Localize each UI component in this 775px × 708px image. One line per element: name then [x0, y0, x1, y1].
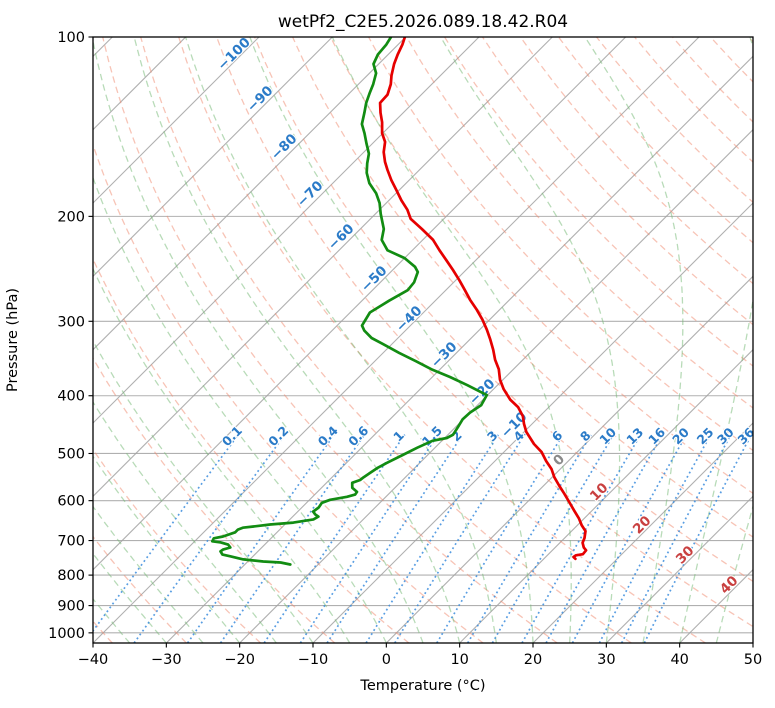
svg-text:700: 700 — [57, 534, 85, 550]
svg-text:10: 10 — [450, 652, 468, 668]
svg-text:600: 600 — [57, 494, 85, 510]
svg-text:300: 300 — [57, 314, 85, 330]
svg-text:−10: −10 — [298, 652, 329, 668]
svg-text:36: 36 — [734, 424, 757, 447]
svg-text:1: 1 — [390, 428, 407, 445]
svg-text:25: 25 — [694, 424, 717, 447]
svg-text:0.4: 0.4 — [315, 423, 341, 449]
y-axis-ticks: 100 200 300 400 500 600 700 800 900 1000 — [48, 30, 93, 642]
svg-text:20: 20 — [630, 513, 655, 538]
dewpoint-curve — [210, 37, 489, 566]
svg-text:−20: −20 — [224, 652, 255, 668]
pressure-gridlines — [93, 37, 753, 634]
svg-text:−30: −30 — [151, 652, 182, 668]
y-axis-label: Pressure (hPa) — [5, 288, 21, 392]
x-axis-label: Temperature (°C) — [359, 678, 485, 694]
svg-text:8: 8 — [577, 428, 594, 445]
svg-text:−40: −40 — [78, 652, 109, 668]
svg-text:20: 20 — [524, 652, 542, 668]
x-axis-ticks: −40 −30 −20 −10 0 10 20 30 40 50 — [78, 643, 762, 668]
temperature-curve — [378, 37, 588, 561]
svg-text:900: 900 — [57, 599, 85, 615]
svg-text:400: 400 — [57, 389, 85, 405]
svg-text:100: 100 — [57, 30, 85, 46]
svg-text:10: 10 — [596, 424, 619, 447]
svg-text:30: 30 — [714, 424, 737, 447]
svg-text:40: 40 — [670, 652, 688, 668]
svg-text:−100: −100 — [215, 35, 254, 74]
svg-text:50: 50 — [744, 652, 762, 668]
moist-adiabats — [93, 37, 753, 643]
svg-text:40: 40 — [717, 573, 742, 598]
svg-text:500: 500 — [57, 446, 85, 462]
svg-text:30: 30 — [673, 543, 698, 568]
svg-text:0: 0 — [382, 652, 391, 668]
svg-text:1000: 1000 — [48, 626, 85, 642]
svg-text:30: 30 — [597, 652, 615, 668]
svg-text:13: 13 — [623, 424, 646, 447]
chart-title: wetPf2_C2E5.2026.089.18.42.R04 — [278, 12, 568, 32]
svg-text:−90: −90 — [244, 83, 277, 116]
svg-text:16: 16 — [645, 424, 668, 447]
svg-text:−50: −50 — [358, 263, 391, 296]
svg-text:0.1: 0.1 — [219, 423, 245, 449]
svg-text:20: 20 — [669, 424, 692, 447]
svg-text:−30: −30 — [428, 339, 461, 372]
svg-text:800: 800 — [57, 568, 85, 584]
mixing-ratio-lines — [93, 433, 753, 643]
plot-border — [92, 36, 754, 644]
svg-text:200: 200 — [57, 209, 85, 225]
svg-text:0.6: 0.6 — [345, 423, 371, 449]
svg-text:−40: −40 — [393, 303, 426, 336]
